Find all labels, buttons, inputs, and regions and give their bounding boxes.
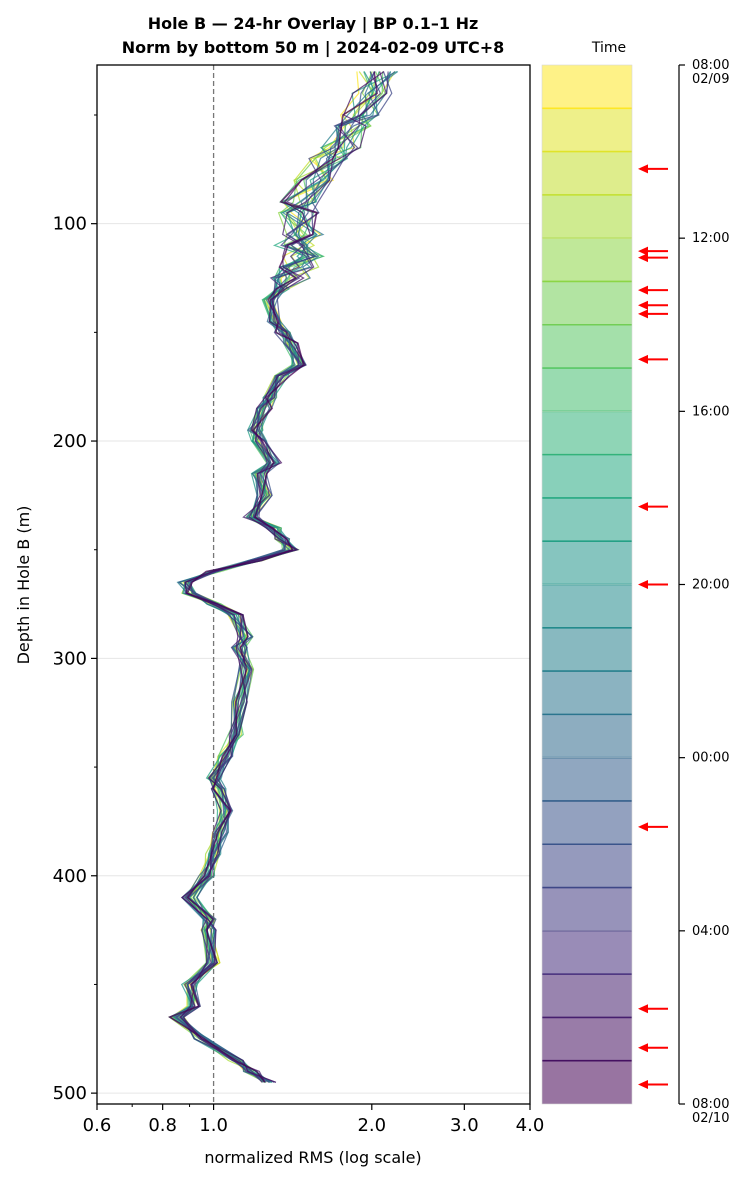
- y-axis: 100 200 300 400 500: [53, 114, 97, 1104]
- series-group: [168, 70, 399, 1083]
- colorbar-tick-label: 20:00: [692, 578, 729, 593]
- x-axis-label: normalized RMS (log scale): [204, 1148, 421, 1167]
- event-arrow-head: [638, 580, 648, 589]
- event-arrow-head: [638, 285, 648, 295]
- colorbar-tick-sublabel: 02/09: [692, 72, 729, 87]
- x-tick-label: 2.0: [357, 1115, 386, 1136]
- y-axis-label: Depth in Hole B (m): [14, 506, 33, 665]
- colorbar-band: [542, 887, 632, 931]
- x-tick-label: 3.0: [450, 1115, 479, 1136]
- event-arrow: [638, 502, 668, 512]
- colorbar-tick-label: 12:00: [692, 231, 729, 246]
- x-tick-label: 1.0: [199, 1115, 228, 1136]
- colorbar-band: [542, 454, 632, 498]
- chart-subtitle: Norm by bottom 50 m | 2024-02-09 UTC+8: [122, 38, 505, 58]
- colorbar: [541, 64, 633, 1105]
- colorbar-band: [542, 1017, 632, 1061]
- event-arrow: [638, 580, 668, 589]
- event-arrow-head: [638, 1004, 648, 1014]
- y-tick-label: 100: [53, 214, 87, 235]
- series-line: [180, 71, 391, 1083]
- x-axis: 0.6 0.8 1.0 2.0 3.0 4.0: [83, 1104, 545, 1136]
- event-arrow-head: [638, 300, 648, 310]
- y-tick-label: 400: [53, 866, 87, 887]
- colorbar-band: [542, 584, 632, 628]
- colorbar-tick-label: 00:00: [692, 751, 729, 766]
- event-arrow-head: [638, 354, 648, 364]
- colorbar-tick-label: 08:00: [692, 58, 729, 73]
- x-tick-label: 4.0: [516, 1115, 545, 1136]
- colorbar-band: [542, 930, 632, 975]
- event-arrow-head: [638, 164, 648, 174]
- grid-lines: [97, 223, 530, 1094]
- colorbar-band: [542, 627, 632, 672]
- y-tick-label: 500: [53, 1083, 87, 1104]
- series-line: [175, 71, 393, 1083]
- y-tick-label: 300: [53, 648, 87, 669]
- event-arrow: [638, 1080, 668, 1090]
- y-tick-label: 200: [53, 431, 87, 452]
- colorbar-band: [542, 368, 632, 412]
- colorbar-band: [542, 194, 632, 239]
- x-tick-label: 0.6: [83, 1115, 112, 1136]
- colorbar-axis: 08:0002/0912:0016:0020:0000:0004:0008:00…: [542, 58, 729, 1126]
- event-arrow: [638, 253, 668, 263]
- colorbar-band: [542, 1060, 632, 1104]
- event-arrow: [638, 309, 668, 319]
- plot-frame: [96, 64, 531, 1105]
- event-arrow: [638, 354, 668, 364]
- colorbar-band: [542, 238, 632, 282]
- colorbar-band: [542, 844, 632, 888]
- event-arrow: [638, 1043, 668, 1053]
- event-arrow: [638, 164, 668, 174]
- event-arrow: [638, 1004, 668, 1014]
- colorbar-band: [542, 800, 632, 845]
- event-arrow-head: [638, 253, 648, 263]
- event-arrow: [638, 822, 668, 832]
- event-arrow-head: [638, 1080, 648, 1090]
- colorbar-band: [542, 714, 632, 758]
- colorbar-band: [542, 281, 632, 325]
- series-line: [168, 71, 376, 1083]
- series-line: [181, 71, 387, 1083]
- colorbar-band: [542, 108, 632, 152]
- event-arrow: [638, 300, 668, 310]
- event-arrow-head: [638, 822, 648, 832]
- event-arrow-head: [638, 246, 648, 256]
- series-line: [179, 71, 385, 1083]
- colorbar-band: [542, 757, 632, 801]
- colorbar-band: [542, 324, 632, 369]
- series-line: [179, 71, 374, 1083]
- chart-title: Hole B — 24-hr Overlay | BP 0.1–1 Hz: [148, 14, 479, 34]
- event-arrow-head: [638, 309, 648, 319]
- colorbar-band: [542, 671, 632, 715]
- event-arrow-head: [638, 502, 648, 512]
- event-arrow-head: [638, 1043, 648, 1053]
- colorbar-band: [542, 541, 632, 585]
- event-arrow: [638, 246, 668, 256]
- colorbar-tick-label: 16:00: [692, 404, 729, 419]
- colorbar-tick-label: 08:00: [692, 1097, 729, 1112]
- series-line: [177, 71, 378, 1083]
- colorbar-band: [542, 411, 632, 455]
- colorbar-band: [542, 497, 632, 542]
- colorbar-band: [542, 974, 632, 1018]
- colorbar-tick-label: 04:00: [692, 924, 729, 939]
- event-arrows: [638, 164, 668, 1090]
- colorbar-label: Time: [591, 40, 626, 56]
- series-line: [168, 71, 378, 1083]
- colorbar-band: [542, 65, 632, 109]
- x-tick-label: 0.8: [148, 1115, 177, 1136]
- colorbar-tick-sublabel: 02/10: [692, 1111, 729, 1126]
- colorbar-band: [542, 151, 632, 195]
- series-line: [176, 71, 386, 1083]
- event-arrow: [638, 285, 668, 295]
